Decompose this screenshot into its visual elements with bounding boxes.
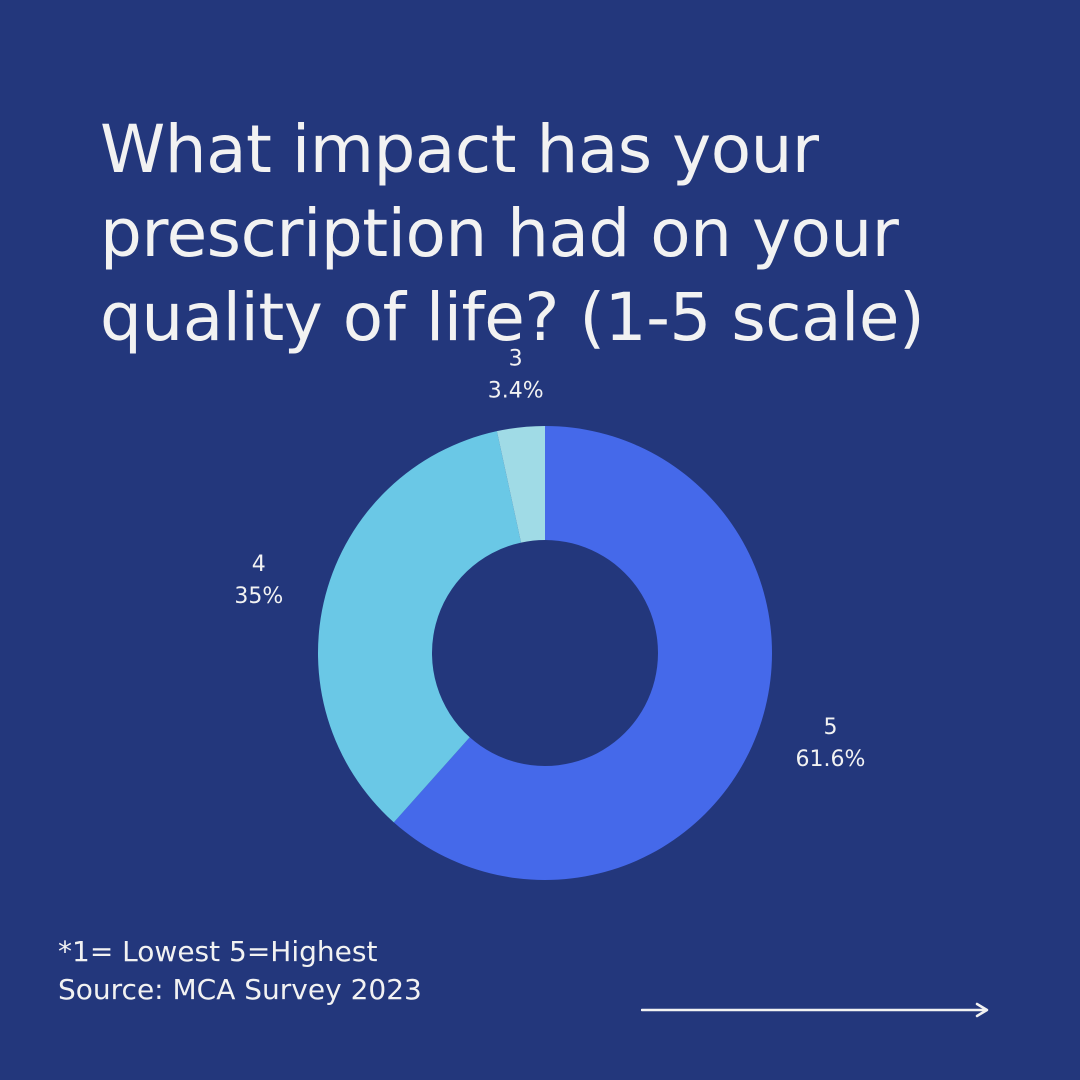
slice-label-3: 3 — [509, 347, 523, 372]
slice-value-3: 3.4% — [488, 379, 544, 404]
slice-label-4: 4 — [252, 552, 266, 577]
chart-labels: 5 61.6% 4 35% 3 3.4% — [234, 347, 865, 773]
footnote: *1= Lowest 5=Highest Source: MCA Survey … — [58, 933, 422, 1009]
scale-note: *1= Lowest 5=Highest — [58, 935, 378, 968]
arrow-right-icon[interactable] — [641, 1000, 991, 1020]
slice-label-5: 5 — [823, 715, 837, 740]
chart-title: What impact has your prescription had on… — [100, 111, 925, 356]
source-note: Source: MCA Survey 2023 — [58, 973, 422, 1006]
slice-value-5: 61.6% — [796, 747, 866, 772]
chart-slices — [318, 426, 773, 880]
slice-3 — [496, 426, 545, 543]
slice-4 — [318, 431, 522, 823]
slice-value-4: 35% — [234, 584, 283, 609]
slice-5 — [393, 426, 773, 880]
